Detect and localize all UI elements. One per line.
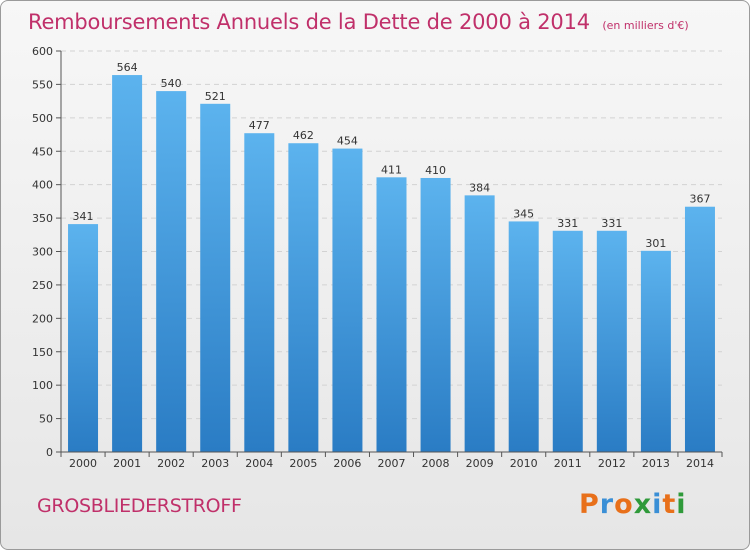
x-tick-label: 2006 bbox=[333, 457, 361, 470]
bar-2009 bbox=[464, 195, 495, 453]
data-label: 454 bbox=[337, 135, 358, 148]
x-tick-label: 2004 bbox=[245, 457, 273, 470]
x-tick-label: 2013 bbox=[642, 457, 670, 470]
data-label: 331 bbox=[557, 217, 578, 230]
bar-2013 bbox=[640, 250, 671, 452]
x-tick-label: 2008 bbox=[422, 457, 450, 470]
y-tick-label: 600 bbox=[32, 45, 53, 58]
y-tick-label: 300 bbox=[32, 246, 53, 259]
x-tick-label: 2007 bbox=[378, 457, 406, 470]
x-tick-label: 2011 bbox=[554, 457, 582, 470]
y-tick-label: 150 bbox=[32, 346, 53, 359]
bar-2004 bbox=[244, 133, 275, 452]
x-tick-label: 2010 bbox=[510, 457, 538, 470]
bar-2007 bbox=[376, 177, 407, 452]
y-tick-label: 100 bbox=[32, 379, 53, 392]
data-label: 345 bbox=[513, 207, 534, 220]
bar-2006 bbox=[332, 148, 363, 452]
bar-2002 bbox=[156, 91, 187, 452]
y-tick-label: 400 bbox=[32, 179, 53, 192]
data-label: 521 bbox=[205, 90, 226, 103]
y-tick-label: 50 bbox=[39, 413, 53, 426]
y-tick-label: 200 bbox=[32, 312, 53, 325]
bar-2005 bbox=[288, 143, 319, 453]
data-label: 411 bbox=[381, 163, 402, 176]
data-label: 462 bbox=[293, 129, 314, 142]
y-tick-label: 550 bbox=[32, 78, 53, 91]
chart-title: Remboursements Annuels de la Dette de 20… bbox=[28, 10, 590, 34]
logo-letter: t bbox=[662, 489, 677, 520]
data-label: 564 bbox=[117, 61, 138, 74]
chart-subtitle: (en milliers d'€) bbox=[602, 19, 689, 32]
x-tick-label: 2003 bbox=[201, 457, 229, 470]
logo-letter: r bbox=[599, 489, 615, 520]
logo-letter: o bbox=[614, 489, 634, 520]
data-label: 341 bbox=[73, 210, 94, 223]
data-label: 331 bbox=[601, 217, 622, 230]
bar-2010 bbox=[508, 221, 539, 452]
logo-letter: P bbox=[579, 489, 600, 520]
data-label: 384 bbox=[469, 181, 490, 194]
data-label: 540 bbox=[161, 77, 182, 90]
y-tick-label: 250 bbox=[32, 279, 53, 292]
data-label: 477 bbox=[249, 119, 270, 132]
data-label: 301 bbox=[645, 237, 666, 250]
y-tick-label: 0 bbox=[46, 446, 53, 459]
bar-2000 bbox=[68, 224, 99, 452]
bars-layer: 341 564 540 521 477 462 454 411 410 384 345 331 331 3… bbox=[68, 61, 715, 453]
x-tick-label: 2001 bbox=[113, 457, 141, 470]
bar-2014 bbox=[684, 206, 715, 452]
commune-name: GROSBLIEDERSTROFF bbox=[37, 495, 242, 517]
title-block: Remboursements Annuels de la Dette de 20… bbox=[28, 10, 689, 34]
x-tick-label: 2005 bbox=[289, 457, 317, 470]
proxiti-logo: Proxiti bbox=[579, 489, 687, 520]
bar-2012 bbox=[596, 230, 627, 452]
bar-2003 bbox=[200, 103, 231, 452]
x-tick-label: 2009 bbox=[466, 457, 494, 470]
logo-letter: x bbox=[633, 489, 653, 520]
data-label: 367 bbox=[689, 193, 710, 206]
data-label: 410 bbox=[425, 164, 446, 177]
y-tick-label: 350 bbox=[32, 212, 53, 225]
x-tick-label: 2012 bbox=[598, 457, 626, 470]
y-tick-label: 450 bbox=[32, 145, 53, 158]
x-tick-label: 2000 bbox=[69, 457, 97, 470]
x-tick-label: 2014 bbox=[686, 457, 714, 470]
logo-letter: i bbox=[652, 489, 663, 520]
bar-2011 bbox=[552, 230, 583, 452]
y-tick-label: 500 bbox=[32, 112, 53, 125]
logo-letter: i bbox=[676, 489, 687, 520]
bar-2001 bbox=[112, 75, 143, 452]
x-tick-label: 2002 bbox=[157, 457, 185, 470]
bar-2008 bbox=[420, 177, 451, 452]
axes-layer: 0 50 100 150 200 250 300 350 400 450 500 550 600 2000… bbox=[32, 45, 723, 470]
